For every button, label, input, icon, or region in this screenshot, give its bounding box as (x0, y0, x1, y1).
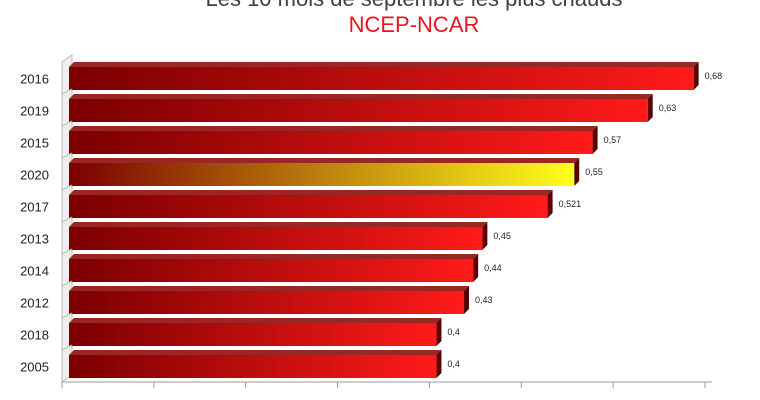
data-label: 0,44 (484, 263, 502, 273)
bar-side (547, 190, 553, 218)
y-tick-label: 2014 (20, 263, 49, 278)
bar-side (463, 286, 469, 314)
bar (69, 291, 464, 314)
y-tick-label: 2013 (20, 231, 49, 246)
bar-side (693, 62, 699, 90)
bar-top (69, 94, 653, 99)
data-label: 0,68 (705, 71, 723, 81)
chart-subtitle: NCEP-NCAR (349, 12, 480, 37)
bar-side (436, 350, 442, 378)
bar-top (69, 190, 553, 195)
bar-side (482, 222, 488, 250)
y-tick-label: 2016 (20, 71, 49, 86)
bar (69, 99, 648, 122)
data-label: 0,57 (604, 135, 622, 145)
bar-top (69, 62, 699, 67)
bar-side (574, 158, 580, 186)
data-label: 0,521 (559, 199, 582, 209)
category-divider (61, 88, 73, 95)
y-tick-label: 2018 (20, 327, 49, 342)
data-label: 0,4 (447, 359, 460, 369)
y-tick-label: 2005 (20, 359, 49, 374)
bar (69, 163, 575, 186)
bar-side (473, 254, 479, 282)
y-tick-label: 2019 (20, 103, 49, 118)
category-divider (61, 344, 73, 351)
bar-side (647, 94, 653, 122)
bar (69, 259, 474, 282)
bar (69, 131, 593, 154)
y-tick-label: 2020 (20, 167, 49, 182)
bar-top (69, 350, 442, 355)
bar (69, 195, 548, 218)
bar-side (592, 126, 598, 154)
category-divider (61, 120, 73, 127)
bar-top (69, 126, 598, 131)
y-tick-label: 2015 (20, 135, 49, 150)
category-divider (61, 312, 73, 319)
data-label: 0,55 (585, 167, 603, 177)
category-divider (61, 216, 73, 223)
bar (69, 323, 437, 346)
bar-top (69, 318, 442, 323)
bar-side (436, 318, 442, 346)
bar-top (69, 222, 488, 227)
chart-title: Les 10 mois de septembre les plus chauds (205, 0, 622, 11)
bar-top (69, 286, 469, 291)
category-divider (61, 184, 73, 191)
bar-top (69, 158, 580, 163)
bar (69, 67, 694, 90)
category-divider (61, 152, 73, 159)
data-label: 0,63 (659, 103, 677, 113)
data-label: 0,4 (447, 327, 460, 337)
category-divider (61, 248, 73, 255)
bar (69, 355, 437, 378)
data-label: 0,43 (475, 295, 493, 305)
category-divider (61, 280, 73, 287)
data-label: 0,45 (493, 231, 511, 241)
bar-top (69, 254, 479, 259)
y-tick-label: 2017 (20, 199, 49, 214)
bar (69, 227, 483, 250)
y-tick-label: 2012 (20, 295, 49, 310)
